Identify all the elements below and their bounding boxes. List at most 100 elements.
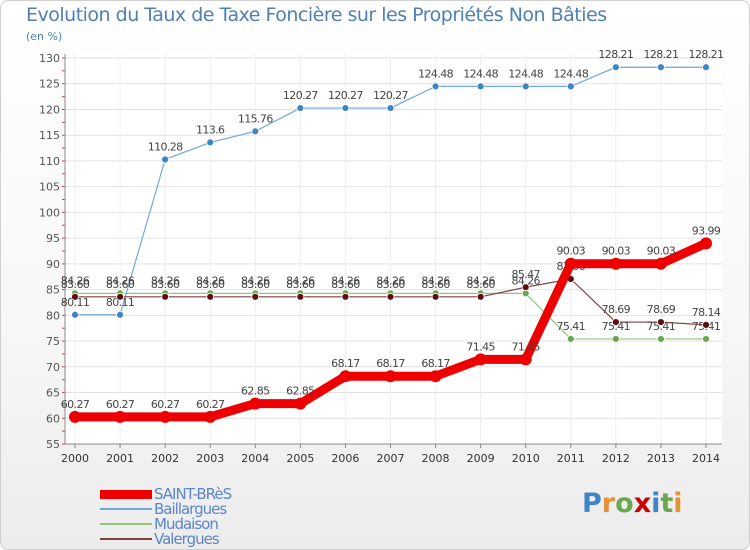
data-label: 68.17 [421, 357, 450, 370]
logo-letter: P [582, 488, 602, 519]
data-label: 62.85 [241, 385, 270, 398]
data-point [69, 410, 81, 423]
y-tick-label: 105 [39, 181, 60, 194]
y-tick-label: 60 [46, 412, 60, 425]
y-tick-label: 125 [39, 78, 60, 91]
data-label: 80.11 [61, 296, 90, 309]
data-label: 68.17 [376, 357, 405, 370]
data-label: 83.60 [376, 278, 405, 291]
data-point [476, 292, 485, 301]
logo-letter: x [633, 488, 652, 519]
data-point [609, 257, 622, 270]
x-tick-label: 2012 [602, 452, 630, 465]
data-point [476, 82, 485, 91]
y-tick-label: 115 [39, 129, 60, 142]
data-label: 75.41 [602, 320, 631, 333]
data-point [161, 292, 170, 301]
y-tick-label: 100 [39, 206, 60, 219]
data-point [702, 63, 710, 72]
x-tick-label: 2014 [692, 452, 720, 465]
legend: SAINT-BRèS Baillargues Mudaison Valergue… [100, 485, 300, 548]
data-label: 83.60 [331, 278, 360, 291]
data-label: 120.27 [283, 89, 318, 102]
data-point [206, 292, 215, 301]
data-label: 83.60 [151, 278, 180, 291]
data-point [521, 82, 530, 91]
x-tick-label: 2009 [467, 452, 495, 465]
y-tick-label: 80 [46, 309, 60, 322]
data-point [249, 397, 262, 410]
data-label: 124.48 [553, 67, 588, 80]
chart-title: Evolution du Taux de Taxe Foncière sur l… [26, 4, 607, 26]
data-point [159, 410, 172, 423]
data-point [296, 104, 305, 112]
data-point [611, 335, 620, 343]
legend-label: Valergues [154, 530, 220, 548]
data-point [161, 155, 170, 164]
x-tick-label: 2004 [241, 452, 269, 465]
data-point [251, 292, 260, 301]
data-label: 84.26 [466, 274, 495, 287]
data-point [431, 82, 440, 91]
data-label: 93.99 [692, 224, 721, 237]
logo-letter: r [601, 488, 616, 519]
data-point [296, 292, 305, 301]
x-tick-label: 2002 [151, 452, 179, 465]
x-tick-label: 2001 [106, 452, 134, 465]
y-tick-label: 75 [46, 335, 60, 348]
data-label: 60.27 [61, 398, 90, 411]
data-point [702, 335, 710, 343]
data-label: 84.26 [196, 274, 225, 287]
data-point [71, 310, 79, 319]
data-label: 84.26 [376, 274, 405, 287]
x-tick-label: 2013 [647, 452, 675, 465]
data-point [429, 370, 442, 383]
data-label: 124.48 [508, 67, 543, 80]
data-label: 128.21 [598, 48, 633, 61]
data-label: 84.26 [511, 274, 540, 287]
data-point [384, 370, 397, 383]
logo-letter: t [660, 488, 674, 519]
data-point [657, 63, 665, 72]
data-point [116, 310, 124, 319]
y-tick-label: 95 [46, 232, 60, 245]
data-point [519, 353, 532, 366]
data-point [700, 237, 712, 250]
data-point [251, 127, 260, 136]
y-tick-label: 85 [46, 284, 60, 297]
data-label: 120.27 [373, 89, 408, 102]
x-tick-label: 2006 [331, 452, 359, 465]
data-point [71, 292, 79, 301]
data-label: 60.27 [106, 398, 135, 411]
y-tick-label: 55 [46, 438, 60, 451]
data-label: 83.60 [421, 278, 450, 291]
data-label: 90.03 [602, 245, 631, 258]
data-label: 120.27 [328, 89, 363, 102]
data-label: 83.60 [196, 278, 225, 291]
data-label: 83.60 [286, 278, 315, 291]
data-label: 71.45 [466, 340, 495, 353]
data-label: 75.41 [557, 320, 586, 333]
x-tick-label: 2010 [512, 452, 540, 465]
data-point [611, 318, 620, 326]
data-label: 84.26 [61, 274, 90, 287]
data-point [521, 283, 530, 292]
legend-label: Mudaison [154, 515, 219, 533]
data-label: 78.14 [692, 306, 721, 319]
y-tick-label: 110 [39, 155, 60, 168]
y-tick-label: 90 [46, 258, 60, 271]
data-label: 60.27 [196, 398, 225, 411]
legend-swatch [100, 490, 152, 499]
data-label: 68.17 [331, 357, 360, 370]
proxiti-logo: Proxiti [582, 488, 683, 519]
data-label: 84.26 [241, 274, 270, 287]
unit-label: (en %) [26, 30, 63, 43]
data-point [116, 292, 124, 301]
logo-letter: i [651, 488, 661, 519]
data-point [341, 292, 350, 301]
data-point [339, 370, 352, 383]
data-point [474, 353, 487, 366]
data-label: 113.6 [196, 123, 225, 136]
data-label: 85.47 [511, 268, 540, 281]
data-label: 83.60 [466, 278, 495, 291]
